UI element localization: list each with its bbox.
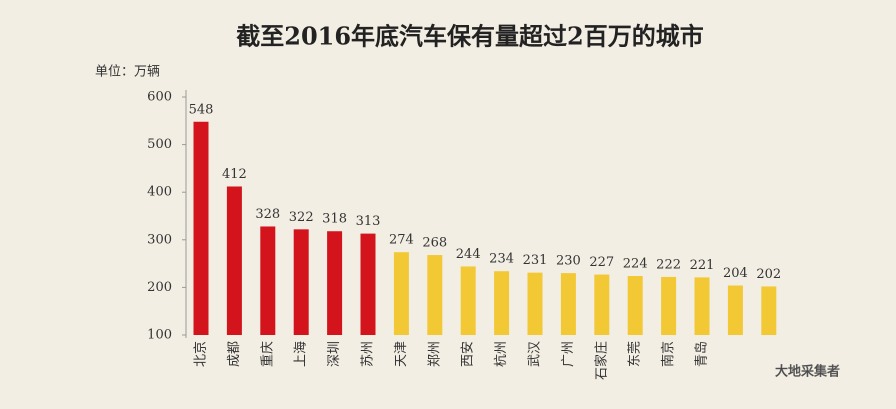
bar: [627, 275, 643, 335]
value-label: 224: [623, 256, 648, 271]
y-tick-label: 200: [147, 280, 172, 295]
x-tick-label: 苏州: [360, 341, 376, 367]
x-tick-label: 东莞: [628, 341, 643, 367]
y-tick-label: 300: [147, 232, 172, 247]
bar: [260, 226, 276, 335]
x-tick-label: 上海: [294, 341, 309, 367]
bar: [427, 255, 443, 335]
x-tick-label: 郑州: [427, 341, 442, 367]
x-tick-label: 杭州: [494, 341, 509, 367]
x-tick-label: 石家庄: [593, 341, 609, 380]
value-label: 318: [322, 212, 347, 227]
x-tick-label: 深圳: [327, 341, 342, 367]
value-label: 204: [723, 266, 748, 281]
y-tick-label: 100: [147, 328, 172, 343]
value-label: 268: [422, 236, 447, 251]
bar: [327, 231, 343, 335]
bar: [560, 273, 576, 335]
watermark: 大地采集者: [775, 364, 840, 380]
value-label: 412: [222, 167, 247, 182]
bar: [727, 285, 743, 335]
x-tick-label: 重庆: [259, 341, 275, 367]
x-tick-label: 天津: [394, 341, 409, 367]
value-label: 313: [356, 214, 381, 229]
bar: [460, 266, 476, 335]
unit-label: 单位：万辆: [95, 65, 160, 80]
value-label: 234: [489, 252, 514, 267]
y-tick-label: 500: [147, 137, 172, 152]
x-tick-label: 南京: [660, 341, 676, 367]
y-tick-label: 600: [147, 90, 172, 105]
x-tick-label: 青岛: [694, 341, 710, 367]
x-tick-label: 北京: [194, 341, 209, 367]
bar: [527, 272, 543, 335]
bar: [594, 274, 610, 335]
bar: [761, 286, 777, 335]
x-tick-label: 成都: [227, 341, 242, 367]
chart-title: 截至2016年底汽车保有量超过2百万的城市: [236, 22, 704, 51]
y-tick-label: 400: [147, 185, 172, 200]
bar: [360, 233, 376, 335]
value-label: 274: [389, 233, 414, 248]
bar: [226, 186, 242, 335]
value-label: 221: [690, 258, 715, 273]
value-label: 322: [289, 210, 314, 225]
bar: [393, 252, 409, 335]
bar: [293, 229, 309, 335]
x-tick-label: 广州: [561, 341, 576, 367]
value-label: 230: [556, 254, 581, 269]
value-label: 231: [523, 253, 548, 268]
value-label: 328: [255, 207, 280, 222]
bar: [694, 277, 710, 335]
value-label: 222: [656, 257, 681, 272]
value-label: 244: [456, 247, 481, 262]
x-tick-label: 西安: [461, 341, 476, 367]
value-label: 227: [589, 255, 614, 270]
x-tick-label: 武汉: [528, 341, 543, 367]
value-label: 548: [189, 102, 214, 117]
bar: [661, 276, 677, 335]
bar: [193, 121, 209, 335]
bar: [494, 271, 510, 335]
value-label: 202: [756, 267, 781, 282]
